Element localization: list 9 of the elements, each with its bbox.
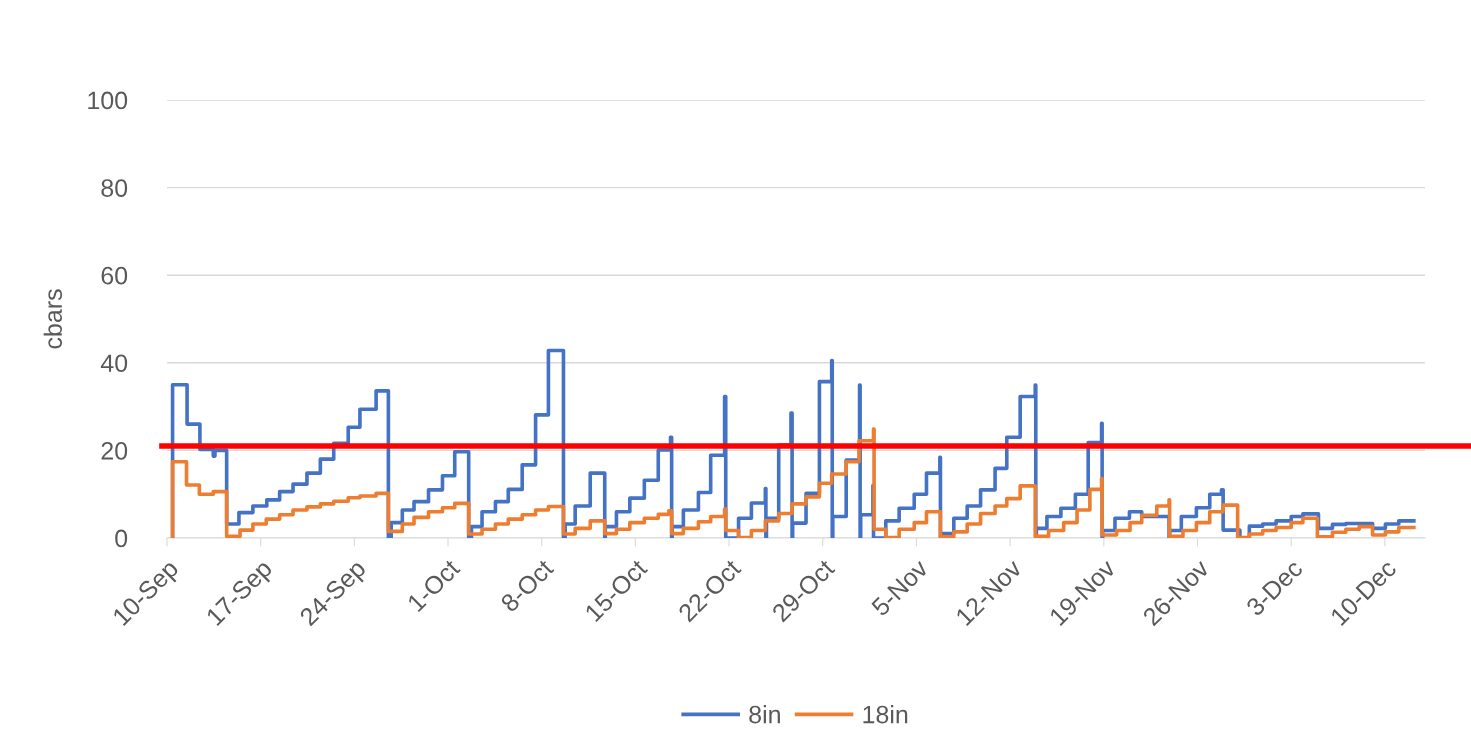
y-tick-label: 0 xyxy=(115,529,128,548)
y-tick-label: 60 xyxy=(101,266,128,285)
y-tick-label: 20 xyxy=(101,442,128,460)
legend-label: 8in xyxy=(749,705,780,724)
y-axis-title: cbars xyxy=(43,289,63,349)
y-tick-label: 40 xyxy=(100,354,128,373)
y-tick-label: 100 xyxy=(88,91,128,110)
y-tick-label: 80 xyxy=(101,179,128,197)
legend-label: 18in xyxy=(863,705,908,724)
